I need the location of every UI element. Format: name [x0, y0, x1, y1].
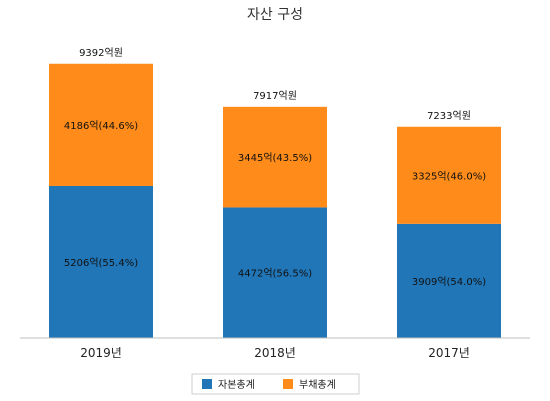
bar-liabilities-0: [49, 63, 153, 186]
category-labels: 2019년 2018년 2017년: [80, 346, 470, 360]
bar-equity-2: [397, 223, 501, 338]
segment-label-equity-0: 5206억(55.4%): [64, 257, 138, 269]
segment-label-liabilities-2: 3325억(46.0%): [412, 170, 486, 182]
legend-label-liabilities: 부채총계: [299, 379, 336, 391]
legend: 자본총계 부채총계: [191, 373, 360, 395]
legend-box: [191, 373, 360, 395]
segment-label-equity-1: 4472억(56.5%): [238, 268, 312, 280]
legend-swatch-liabilities: [283, 379, 293, 389]
total-label-1: 7917억원: [253, 90, 297, 102]
bar-equity-1: [223, 207, 327, 338]
chart-title: 자산 구성: [247, 7, 303, 23]
bar-liabilities-1: [223, 106, 327, 208]
segment-label-liabilities-0: 4186억(44.6%): [64, 120, 138, 132]
category-label-2: 2017년: [428, 346, 470, 360]
category-label-1: 2018년: [254, 346, 296, 360]
bar-equity-0: [49, 185, 153, 338]
segment-label-liabilities-1: 3445억(43.5%): [238, 152, 312, 164]
legend-label-equity: 자본총계: [218, 379, 255, 391]
total-label-2: 7233억원: [427, 110, 471, 122]
category-label-0: 2019년: [80, 346, 122, 360]
segment-label-equity-2: 3909억(54.0%): [412, 276, 486, 288]
bar-liabilities-2: [397, 126, 501, 224]
bars-group: 5206억(55.4%) 4186억(44.6%) 9392억원 4472억(56.5…: [49, 47, 501, 338]
total-label-0: 9392억원: [79, 47, 123, 59]
legend-swatch-equity: [202, 379, 212, 389]
